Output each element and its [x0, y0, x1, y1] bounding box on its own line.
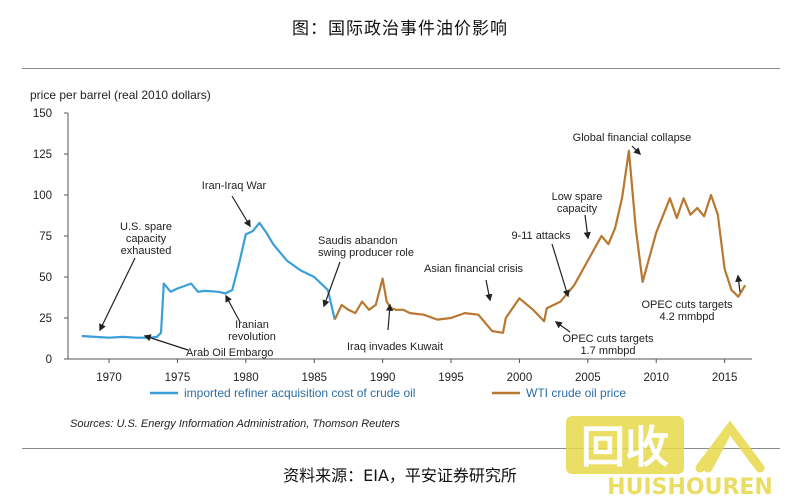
x-tick-label: 1990 — [370, 372, 396, 384]
annotation-low-spare: Low spare capacity — [552, 191, 603, 215]
annotation-kuwait: Iraq invades Kuwait — [347, 341, 443, 353]
arrow-asian-crisis — [485, 279, 493, 302]
annotation-iran-iraq: Iran-Iraq War — [202, 180, 267, 192]
annotation-asian-crisis: Asian financial crisis — [424, 263, 524, 275]
arrow-911 — [551, 243, 570, 298]
top-divider — [22, 68, 780, 69]
annotation-opec-42: OPEC cuts targets 4.2 mmbpd — [641, 299, 733, 323]
annotation-global-collapse: Global financial collapse — [573, 132, 692, 144]
x-tick-label: 1970 — [96, 372, 122, 384]
x-tick-label: 2015 — [712, 372, 738, 384]
y-axis-label: price per barrel (real 2010 dollars) — [30, 88, 211, 102]
series-line-wti — [333, 149, 747, 334]
y-tick-label: 75 — [39, 231, 52, 243]
x-tick-label: 2000 — [507, 372, 533, 384]
bottom-divider — [22, 448, 780, 449]
series-line-refiner-cost — [81, 221, 336, 339]
arrow-saudis — [322, 261, 341, 308]
annotation-911: 9-11 attacks — [511, 230, 571, 242]
axes: 0 25 50 75 100 125 150 1970 1975 1980 1985 1990 1995… — [33, 108, 752, 384]
arrow-spare-capacity — [99, 257, 136, 332]
watermark-person-icon — [695, 420, 765, 473]
chart-sources: Sources: U.S. Energy Information Adminis… — [70, 418, 400, 430]
watermark-latin: HUISHOUREN — [607, 475, 773, 500]
annotation-iranian-revolution: Iranian revolution — [228, 319, 276, 343]
annotation-opec-17: OPEC cuts targets 1.7 mmbpd — [562, 333, 654, 357]
source-caption: 资料来源：EIA，平安证券研究所 — [283, 466, 517, 485]
annotation-arab-embargo: Arab Oil Embargo — [186, 347, 273, 359]
x-tick-label: 1995 — [438, 372, 464, 384]
y-tick-label: 0 — [46, 354, 52, 366]
arrow-kuwait — [385, 303, 394, 331]
legend-label-wti: WTI crude oil price — [526, 386, 626, 400]
y-tick-label: 100 — [33, 190, 52, 202]
watermark-logo: 回收 HUISHOUREN — [566, 416, 773, 500]
y-tick-label: 25 — [39, 313, 52, 325]
arrow-iranian-revolution — [225, 294, 241, 323]
arrow-iran-iraq — [231, 195, 251, 228]
legend-label-refiner: imported refiner acquisition cost of cru… — [184, 386, 415, 400]
arrow-opec-17 — [554, 321, 571, 333]
arrow-opec-42 — [735, 274, 743, 293]
arrow-low-spare — [583, 214, 591, 240]
legend: imported refiner acquisition cost of cru… — [150, 386, 626, 400]
x-tick-label: 2005 — [575, 372, 601, 384]
annotation-saudis: Saudis abandon swing producer role — [318, 235, 414, 259]
y-tick-label: 125 — [33, 149, 52, 161]
annotation-arrows — [99, 145, 743, 351]
y-tick-label: 50 — [39, 272, 52, 284]
x-tick-label: 2010 — [643, 372, 669, 384]
annotation-us-spare: U.S. spare capacity exhausted — [120, 221, 172, 257]
x-tick-label: 1975 — [165, 372, 191, 384]
annotations: U.S. spare capacity exhausted Iran-Iraq Wa… — [120, 132, 733, 359]
y-tick-label: 150 — [33, 108, 52, 120]
series-layer — [81, 149, 747, 339]
x-tick-label: 1980 — [233, 372, 259, 384]
watermark-text: 回收 — [581, 422, 669, 473]
arrow-global-collapse — [631, 145, 642, 156]
watermark-box — [566, 416, 684, 474]
figure-title: 图：国际政治事件油价影响 — [292, 19, 508, 39]
x-tick-label: 1985 — [301, 372, 327, 384]
arrow-arab-embargo — [143, 334, 189, 351]
